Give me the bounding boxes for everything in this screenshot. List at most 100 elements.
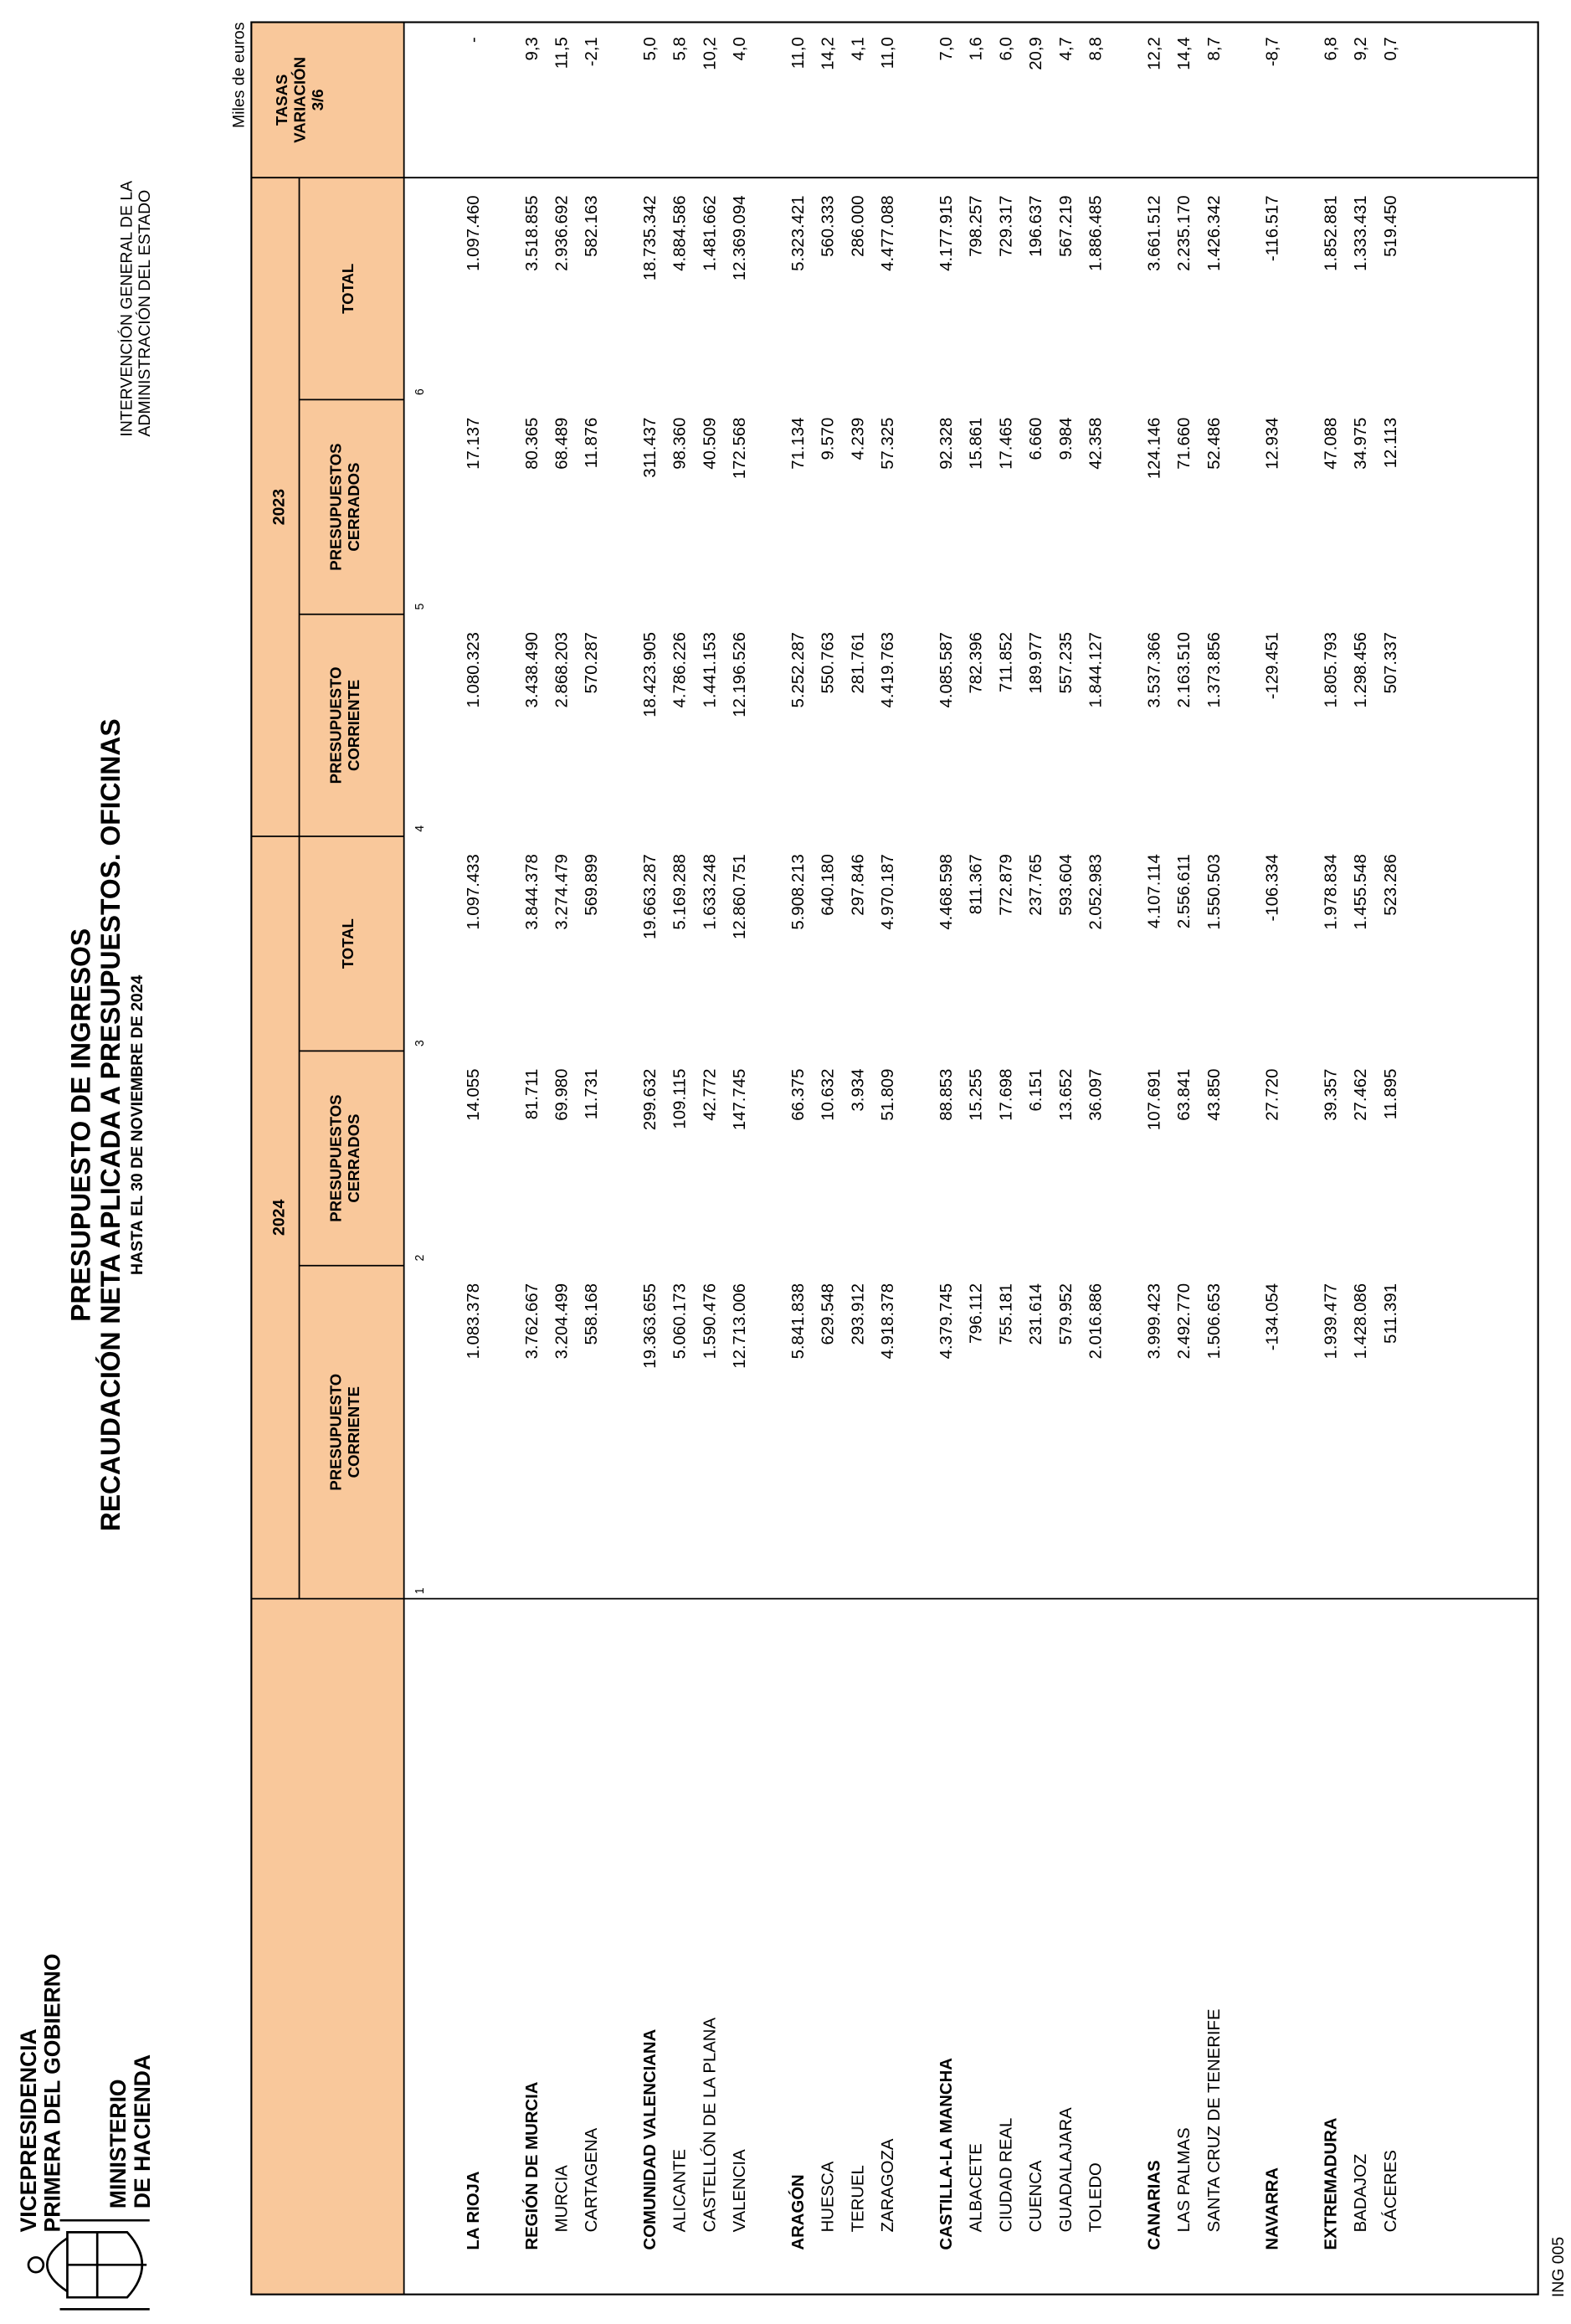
cell: 9,2: [1351, 37, 1370, 60]
cell: 1.590.476: [700, 1283, 719, 1359]
region-label: COMUNIDAD VALENCIANA: [640, 2029, 660, 2250]
column-header: PRESUPUESTOS: [326, 1094, 344, 1221]
cell: -129.451: [1263, 632, 1282, 699]
cell: 196.637: [1026, 195, 1045, 256]
column-number: 4: [413, 825, 427, 832]
cell: 1.333.431: [1351, 195, 1370, 270]
cell: 27.720: [1263, 1069, 1282, 1121]
cell: 27.462: [1351, 1069, 1370, 1121]
cell: 772.879: [996, 854, 1015, 915]
cell: 519.450: [1381, 195, 1400, 256]
cell: 5.323.421: [788, 195, 808, 270]
office-label: CUENCA: [1026, 2160, 1045, 2232]
cell: 51.809: [878, 1069, 897, 1121]
region-label: CANARIAS: [1144, 2160, 1163, 2249]
cell: 13.652: [1056, 1069, 1076, 1121]
column-header: CERRADOS: [345, 463, 362, 552]
office-label: CARTAGENA: [582, 2127, 601, 2232]
cell: 36.097: [1086, 1069, 1106, 1121]
office-label: ALICANTE: [670, 2149, 690, 2232]
cell: 1.852.881: [1321, 195, 1340, 270]
cell: 1.886.485: [1086, 195, 1106, 270]
cell: 12.113: [1381, 418, 1400, 469]
cell: 15.255: [967, 1069, 986, 1121]
cell: 80.365: [522, 418, 542, 470]
cell: 1.805.793: [1321, 632, 1340, 707]
cell: 81.711: [522, 1069, 542, 1120]
cell: 1.373.856: [1204, 632, 1224, 707]
cell: 10.632: [819, 1069, 838, 1121]
cell: 19.663.287: [640, 854, 660, 939]
org-line: VICEPRESIDENCIA: [16, 2028, 41, 2232]
cell: 297.846: [848, 854, 867, 915]
cell: 12.196.526: [730, 632, 749, 717]
cell: 34.975: [1351, 418, 1370, 470]
cell: 2.936.692: [552, 195, 571, 270]
cell: 2.556.611: [1174, 854, 1194, 928]
cell: 570.287: [582, 632, 601, 693]
cell: 237.765: [1026, 854, 1045, 915]
cell: -116.517: [1263, 195, 1282, 261]
cell: 1.083.378: [464, 1283, 483, 1359]
cell: 1.441.153: [700, 632, 719, 707]
cell: 98.360: [670, 418, 690, 470]
cell: 1.298.456: [1351, 632, 1370, 707]
cell: 2.235.170: [1174, 195, 1194, 270]
cell: 4.379.745: [937, 1283, 956, 1359]
cell: 12.860.751: [730, 854, 749, 939]
cell: 569.899: [582, 854, 601, 915]
cell: 550.763: [819, 632, 838, 693]
cell: 729.317: [996, 195, 1015, 256]
year-header: 2024: [270, 1200, 289, 1236]
cell: 1.978.834: [1321, 854, 1340, 929]
cell: -2,1: [582, 37, 601, 66]
cell: 7,0: [937, 37, 956, 60]
cell: 1.097.460: [464, 195, 483, 270]
column-header: TASAS: [273, 75, 290, 126]
cell: 12.369.094: [730, 195, 749, 280]
cell: 12.934: [1263, 418, 1282, 470]
office-label: ALBACETE: [967, 2143, 986, 2232]
cell: 10,2: [700, 37, 719, 70]
cell: 88.853: [937, 1069, 956, 1121]
cell: 14.055: [464, 1069, 483, 1121]
cell: 4.918.378: [878, 1283, 897, 1359]
cell: 4.477.088: [878, 195, 897, 270]
cell: 6.151: [1026, 1069, 1045, 1112]
cell: 147.745: [730, 1069, 749, 1130]
column-header: CORRIENTE: [345, 680, 362, 771]
cell: 42.772: [700, 1069, 719, 1121]
agency-line: ADMINISTRACIÓN DEL ESTADO: [135, 190, 154, 437]
office-label: SANTA CRUZ DE TENERIFE: [1204, 2008, 1224, 2232]
cell: 4,0: [730, 37, 749, 60]
region-label: ARAGÓN: [788, 2174, 808, 2249]
column-header: TOTAL: [339, 264, 357, 314]
units: Miles de euros: [229, 22, 248, 128]
cell: 9.570: [819, 418, 838, 460]
cell: 11.895: [1381, 1069, 1400, 1120]
org-line: PRIMERA DEL GOBIERNO: [39, 1953, 64, 2232]
cell: 6,0: [996, 37, 1015, 60]
cell: 281.761: [848, 632, 867, 693]
cell: 3.844.378: [522, 854, 542, 929]
office-label: CIUDAD REAL: [996, 2118, 1015, 2233]
cell: 629.548: [819, 1283, 838, 1345]
cell: 4.419.763: [878, 632, 897, 707]
cell: 8,8: [1086, 37, 1106, 60]
cell: 711.852: [996, 632, 1015, 692]
cell: 63.841: [1174, 1069, 1194, 1121]
cell: 172.568: [730, 418, 749, 479]
agency-line: INTERVENCIÓN GENERAL DE LA: [116, 181, 136, 437]
cell: 3.762.667: [522, 1283, 542, 1359]
cell: 3.204.499: [552, 1283, 571, 1359]
cell: 755.181: [996, 1283, 1015, 1345]
cell: 12,2: [1144, 37, 1163, 70]
cell: 0,7: [1381, 37, 1400, 60]
cell: 1.481.662: [700, 195, 719, 270]
office-label: BADAJOZ: [1351, 2154, 1370, 2233]
cell: 796.112: [967, 1283, 986, 1344]
cell: 299.632: [640, 1069, 660, 1130]
cell: 2.492.770: [1174, 1283, 1194, 1359]
